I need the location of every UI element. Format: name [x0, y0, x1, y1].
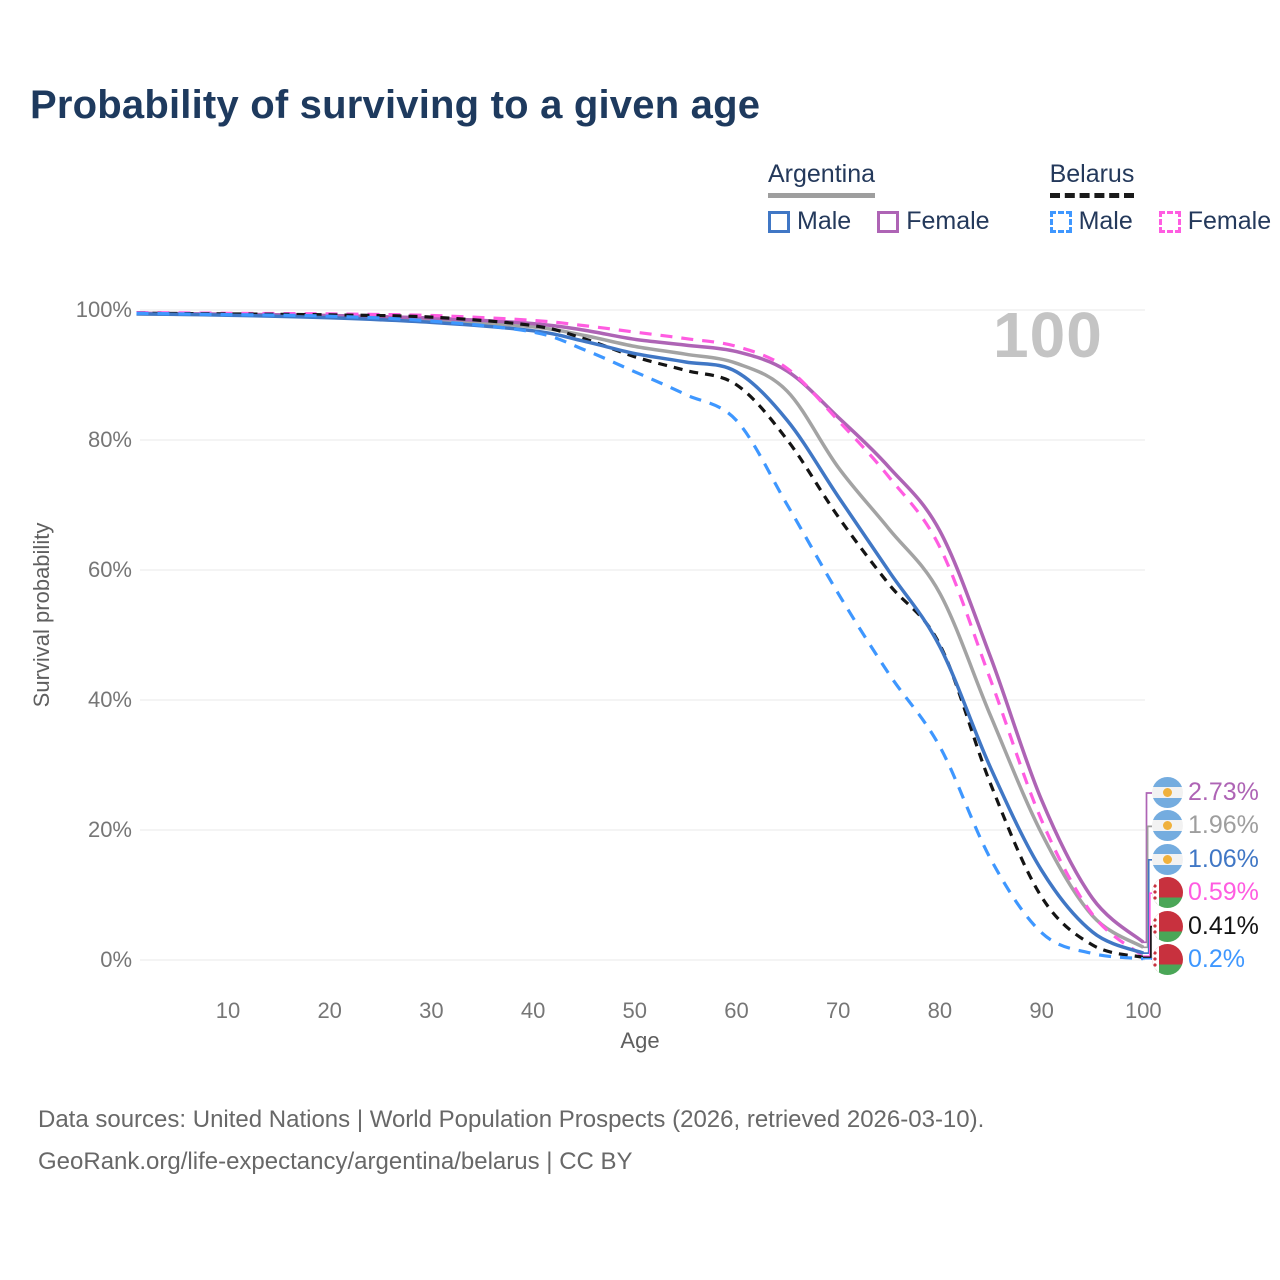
data-sources-note: Data sources: United Nations | World Pop…	[38, 1106, 985, 1133]
belarus-flag-icon	[1152, 944, 1183, 975]
end-label-belarus-female[interactable]: 0.59%	[1152, 877, 1259, 909]
argentina-flag-icon	[1152, 843, 1183, 875]
y-tick-label: 20%	[87, 817, 132, 842]
end-label-value: 0.41%	[1188, 911, 1259, 940]
x-tick-label: 70	[825, 998, 851, 1023]
legend-label: Male	[1078, 207, 1133, 235]
end-label-connector	[1143, 825, 1152, 949]
x-tick-label: 10	[215, 998, 241, 1023]
curve-argentina-female	[136, 311, 1145, 944]
end-label-value: 0.59%	[1188, 878, 1259, 907]
legend-header-argentina[interactable]: Argentina	[768, 160, 876, 198]
x-tick-label: 100	[1124, 998, 1162, 1023]
chart-legend: Argentina Male Female Belarus Male	[768, 160, 1271, 236]
belarus-male-swatch-icon	[1049, 210, 1072, 233]
end-label-argentina-total[interactable]: 1.96%	[1152, 810, 1259, 842]
end-label-value: 1.06%	[1188, 844, 1259, 873]
attribution-note: GeoRank.org/life-expectancy/argentina/be…	[38, 1148, 633, 1175]
argentina-flag-icon	[1152, 777, 1183, 808]
x-axis-title: Age	[620, 1028, 660, 1053]
legend-label: Female	[1187, 207, 1272, 235]
argentina-female-swatch-icon	[877, 210, 900, 233]
y-tick-label: 80%	[87, 427, 132, 452]
legend-header-belarus[interactable]: Belarus	[1049, 160, 1135, 198]
x-tick-label: 80	[927, 998, 953, 1023]
x-tick-label: 40	[520, 998, 546, 1023]
x-tick-label: 30	[419, 998, 444, 1023]
curve-belarus-female	[136, 311, 1145, 958]
end-label-connector	[1143, 792, 1152, 944]
end-label-belarus-male[interactable]: 0.2%	[1152, 944, 1245, 975]
end-label-value: 1.96%	[1188, 811, 1259, 840]
curve-belarus-male	[136, 311, 1144, 961]
legend-argentina-group: Argentina Male Female	[768, 160, 990, 236]
argentina-male-swatch-icon	[768, 210, 790, 233]
legend-item-argentina-female[interactable]: Female	[877, 207, 990, 236]
argentina-flag-icon	[1152, 810, 1183, 842]
belarus-flag-icon	[1152, 910, 1183, 942]
legend-belarus-group: Belarus Male Female	[1049, 160, 1272, 236]
end-label-connector	[1143, 858, 1152, 954]
legend-label: Female	[906, 207, 990, 235]
legend-item-argentina-male[interactable]: Male	[768, 207, 851, 236]
curve-argentina-male	[136, 312, 1144, 955]
x-tick-label: 20	[317, 998, 342, 1023]
end-label-value: 0.2%	[1188, 945, 1245, 973]
hovered-age-watermark: 100	[993, 299, 1103, 371]
x-tick-label: 60	[724, 998, 749, 1023]
end-label-connector	[1143, 925, 1152, 959]
curve-argentina-total	[136, 312, 1145, 949]
y-tick-label: 0%	[100, 947, 132, 972]
page-title: Probability of surviving to a given age	[30, 83, 761, 127]
y-tick-label: 60%	[87, 557, 132, 582]
x-tick-label: 50	[622, 998, 648, 1023]
y-tick-label: 100%	[75, 297, 132, 322]
end-label-argentina-male[interactable]: 1.06%	[1152, 843, 1259, 875]
end-label-value: 2.73%	[1188, 778, 1259, 806]
end-label-belarus-total[interactable]: 0.41%	[1152, 910, 1259, 942]
legend-item-belarus-male[interactable]: Male	[1049, 207, 1133, 236]
curve-belarus-total	[136, 311, 1144, 959]
y-axis-title: Survival probability	[29, 522, 54, 708]
legend-item-belarus-female[interactable]: Female	[1158, 207, 1272, 236]
x-tick-label: 90	[1029, 998, 1054, 1023]
legend-label: Male	[797, 207, 852, 235]
belarus-flag-icon	[1152, 877, 1183, 909]
y-tick-label: 40%	[87, 687, 132, 712]
belarus-female-swatch-icon	[1158, 210, 1181, 233]
end-label-argentina-female[interactable]: 2.73%	[1152, 777, 1259, 808]
end-label-connector	[1143, 892, 1152, 958]
